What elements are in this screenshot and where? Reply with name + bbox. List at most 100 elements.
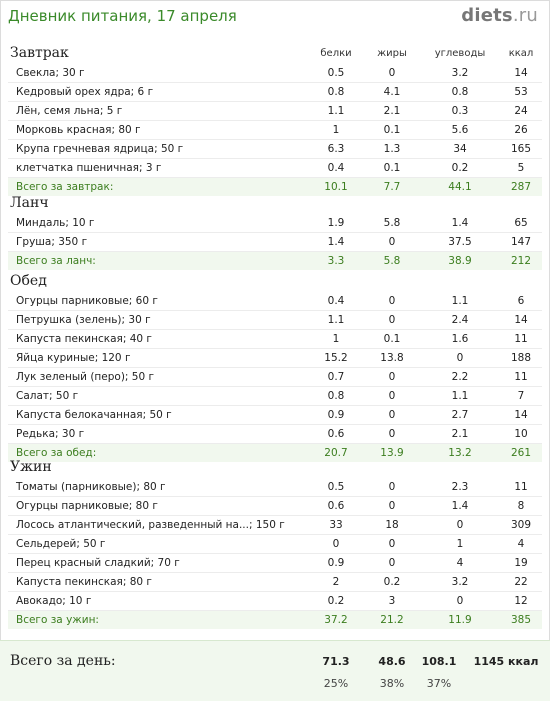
- food-row[interactable]: Салат; 50 г 0.8 0 1.1 7: [8, 387, 542, 406]
- kcal-value: 7: [517, 390, 525, 402]
- day-total-panel: Всего за день: 71.3 48.6 108.1 1145 ккал…: [0, 640, 550, 701]
- food-row[interactable]: клетчатка пшеничная; 3 г 0.4 0.1 0.2 5: [8, 159, 542, 178]
- food-name[interactable]: Авокадо; 10 г: [16, 595, 92, 607]
- protein-value: 0.4: [327, 162, 345, 174]
- food-name[interactable]: Сельдерей; 50 г: [16, 538, 106, 550]
- meal-total-label: Всего за ужин:: [16, 614, 99, 626]
- food-name[interactable]: Кедровый орех ядра; 6 г: [16, 86, 154, 98]
- column-header-kcal: ккал: [508, 48, 534, 59]
- food-name[interactable]: Редька; 30 г: [16, 428, 85, 440]
- food-row[interactable]: Крупа гречневая ядрица; 50 г 6.3 1.3 34 165: [8, 140, 542, 159]
- food-row[interactable]: Редька; 30 г 0.6 0 2.1 10: [8, 425, 542, 444]
- fat-value: 0: [388, 67, 396, 79]
- food-row[interactable]: Огурцы парниковые; 80 г 0.6 0 1.4 8: [8, 497, 542, 516]
- carbs-value: 3.2: [451, 576, 469, 588]
- meal-title: Ланч: [10, 195, 49, 211]
- carbs-value: 2.3: [451, 481, 469, 493]
- kcal-value: 14: [514, 314, 528, 326]
- fat-value: 18: [385, 519, 399, 531]
- meal-total-fat: 7.7: [383, 181, 401, 193]
- site-logo[interactable]: diets.ru: [461, 5, 538, 26]
- day-total-fat: 48.6: [378, 655, 406, 668]
- food-row[interactable]: Огурцы парниковые; 60 г 0.4 0 1.1 6: [8, 292, 542, 311]
- carbs-value: 4: [456, 557, 464, 569]
- kcal-value: 24: [514, 105, 528, 117]
- food-row[interactable]: Морковь красная; 80 г 1 0.1 5.6 26: [8, 121, 542, 140]
- food-row[interactable]: Лосось атлантический, разведенный на...;…: [8, 516, 542, 535]
- food-name[interactable]: Миндаль; 10 г: [16, 217, 95, 229]
- meal-section: Ланч Миндаль; 10 г 1.9 5.8 1.4 65 Груша; 350 г…: [8, 194, 542, 270]
- meal-section-header: Завтрак белки жиры углеводы ккал: [8, 44, 542, 64]
- fat-value: 1.3: [383, 143, 401, 155]
- food-row[interactable]: Кедровый орех ядра; 6 г 0.8 4.1 0.8 53: [8, 83, 542, 102]
- fat-value: 2.1: [383, 105, 401, 117]
- food-row[interactable]: Лук зеленый (перо); 50 г 0.7 0 2.2 11: [8, 368, 542, 387]
- carbs-value: 2.2: [451, 371, 469, 383]
- day-protein-percent: 25%: [323, 677, 349, 690]
- kcal-value: 5: [517, 162, 525, 174]
- protein-value: 1.1: [327, 105, 345, 117]
- carbs-value: 0.2: [451, 162, 469, 174]
- carbs-value: 1.4: [451, 217, 469, 229]
- kcal-value: 165: [510, 143, 532, 155]
- food-row[interactable]: Яйца куриные; 120 г 15.2 13.8 0 188: [8, 349, 542, 368]
- meal-total-protein: 3.3: [327, 255, 345, 267]
- food-name[interactable]: Крупа гречневая ядрица; 50 г: [16, 143, 184, 155]
- carbs-value: 1.1: [451, 295, 469, 307]
- meal-total-kcal: 385: [510, 614, 532, 626]
- fat-value: 0: [388, 409, 396, 421]
- food-row[interactable]: Капуста белокачанная; 50 г 0.9 0 2.7 14: [8, 406, 542, 425]
- food-name[interactable]: Морковь красная; 80 г: [16, 124, 141, 136]
- fat-value: 3: [388, 595, 396, 607]
- carbs-value: 2.4: [451, 314, 469, 326]
- kcal-value: 10: [514, 428, 528, 440]
- food-name[interactable]: Лосось атлантический, разведенный на...;…: [16, 519, 285, 531]
- food-name[interactable]: Лук зеленый (перо); 50 г: [16, 371, 155, 383]
- protein-value: 0.2: [327, 595, 345, 607]
- food-name[interactable]: Перец красный сладкий; 70 г: [16, 557, 180, 569]
- food-row[interactable]: Свекла; 30 г 0.5 0 3.2 14: [8, 64, 542, 83]
- carbs-value: 0: [456, 595, 464, 607]
- food-name[interactable]: Лён, семя льна; 5 г: [16, 105, 123, 117]
- fat-value: 0: [388, 481, 396, 493]
- food-name[interactable]: Капуста белокачанная; 50 г: [16, 409, 172, 421]
- food-name[interactable]: Огурцы парниковые; 60 г: [16, 295, 158, 307]
- food-name[interactable]: Свекла; 30 г: [16, 67, 85, 79]
- food-name[interactable]: Капуста пекинская; 40 г: [16, 333, 152, 345]
- page-title: Дневник питания, 17 апреля: [8, 7, 237, 25]
- protein-value: 0.5: [327, 481, 345, 493]
- food-name[interactable]: Томаты (парниковые); 80 г: [16, 481, 166, 493]
- fat-value: 0.1: [383, 333, 401, 345]
- meal-title: Завтрак: [10, 45, 69, 61]
- carbs-value: 0.8: [451, 86, 469, 98]
- meal-total-kcal: 212: [510, 255, 532, 267]
- day-total-label: Всего за день:: [10, 653, 116, 669]
- food-row[interactable]: Груша; 350 г 1.4 0 37.5 147: [8, 233, 542, 252]
- food-name[interactable]: Капуста пекинская; 80 г: [16, 576, 152, 588]
- food-name[interactable]: Петрушка (зелень); 30 г: [16, 314, 151, 326]
- food-row[interactable]: Миндаль; 10 г 1.9 5.8 1.4 65: [8, 214, 542, 233]
- protein-value: 0.7: [327, 371, 345, 383]
- protein-value: 0.5: [327, 67, 345, 79]
- food-row[interactable]: Авокадо; 10 г 0.2 3 0 12: [8, 592, 542, 611]
- kcal-value: 8: [517, 500, 525, 512]
- food-row[interactable]: Петрушка (зелень); 30 г 1.1 0 2.4 14: [8, 311, 542, 330]
- food-name[interactable]: Огурцы парниковые; 80 г: [16, 500, 158, 512]
- food-name[interactable]: Яйца куриные; 120 г: [16, 352, 131, 364]
- meal-total-kcal: 261: [510, 447, 532, 459]
- food-row[interactable]: Сельдерей; 50 г 0 0 1 4: [8, 535, 542, 554]
- food-name[interactable]: клетчатка пшеничная; 3 г: [16, 162, 162, 174]
- protein-value: 0.6: [327, 500, 345, 512]
- food-row[interactable]: Томаты (парниковые); 80 г 0.5 0 2.3 11: [8, 478, 542, 497]
- kcal-value: 11: [514, 333, 528, 345]
- protein-value: 1: [332, 124, 340, 136]
- food-name[interactable]: Груша; 350 г: [16, 236, 88, 248]
- food-row[interactable]: Лён, семя льна; 5 г 1.1 2.1 0.3 24: [8, 102, 542, 121]
- food-row[interactable]: Капуста пекинская; 40 г 1 0.1 1.6 11: [8, 330, 542, 349]
- fat-value: 4.1: [383, 86, 401, 98]
- meal-total-row: Всего за ланч: 3.3 5.8 38.9 212: [8, 252, 542, 270]
- food-row[interactable]: Капуста пекинская; 80 г 2 0.2 3.2 22: [8, 573, 542, 592]
- food-row[interactable]: Перец красный сладкий; 70 г 0.9 0 4 19: [8, 554, 542, 573]
- food-name[interactable]: Салат; 50 г: [16, 390, 79, 402]
- carbs-value: 34: [453, 143, 467, 155]
